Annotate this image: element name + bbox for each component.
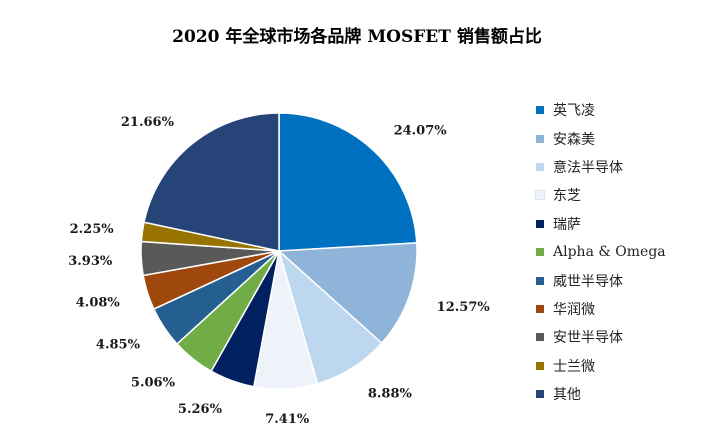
legend-item: 英飞凌: [536, 96, 666, 124]
chart-title: 2020 年全球市场各品牌 MOSFET 销售额占比: [172, 27, 542, 47]
legend-item: 意法半导体: [536, 153, 666, 181]
slice-data-label: 7.41%: [265, 412, 310, 427]
pie-slice: [277, 242, 418, 345]
slice-data-label: 4.08%: [76, 295, 121, 310]
legend-swatch: [536, 106, 544, 115]
legend-label: 其他: [553, 387, 581, 404]
slice-data-label: 24.07%: [394, 123, 448, 138]
chart-legend: 英飞凌安森美意法半导体东芝瑞萨 Alpha & Omega 威世半导体华润微安世半导…: [535, 96, 666, 408]
legend-swatch: [536, 134, 544, 143]
legend-label: 英飞凌: [553, 103, 595, 120]
legend-swatch: [536, 390, 544, 399]
legend-swatch: [536, 333, 544, 342]
slice-data-label: 2.25%: [70, 222, 115, 237]
legend-item: 东芝: [535, 181, 666, 209]
legend-label: 意法半导体: [553, 159, 623, 176]
slice-data-label: 5.26%: [178, 402, 223, 417]
legend-swatch: [536, 248, 544, 257]
legend-item: 安世半导体: [536, 323, 666, 351]
legend-item: 瑞萨: [536, 210, 666, 238]
legend-label: 威世半导体: [553, 273, 623, 290]
legend-label: Alpha & Omega: [553, 244, 666, 261]
legend-item: 士兰微: [536, 352, 666, 380]
legend-swatch: [535, 190, 545, 201]
legend-swatch: [536, 162, 544, 171]
legend-swatch: [536, 276, 544, 285]
slice-data-label: 12.57%: [437, 300, 491, 315]
legend-item: 威世半导体: [536, 266, 666, 294]
legend-label: 士兰微: [553, 358, 595, 375]
legend-item: 安森美: [536, 124, 666, 152]
slice-data-label: 5.06%: [131, 376, 176, 391]
legend-label: 安森美: [553, 131, 595, 148]
legend-label: 华润微: [553, 301, 595, 318]
slice-data-label: 4.85%: [96, 337, 141, 352]
legend-item: 华润微: [536, 295, 666, 323]
legend-swatch: [536, 219, 544, 228]
legend-item: Alpha & Omega: [536, 238, 666, 266]
slice-data-label: 8.88%: [368, 386, 413, 401]
slice-data-label: 21.66%: [121, 115, 175, 130]
slice-data-label: 3.93%: [68, 254, 113, 269]
legend-label: 东芝: [553, 188, 581, 205]
pie-slice: [278, 112, 418, 252]
pie-slice: [143, 112, 280, 252]
legend-swatch: [536, 361, 544, 370]
legend-label: 安世半导体: [553, 330, 623, 347]
legend-label: 瑞萨: [553, 216, 581, 233]
legend-item: 其他: [536, 380, 666, 408]
legend-swatch: [536, 304, 544, 313]
